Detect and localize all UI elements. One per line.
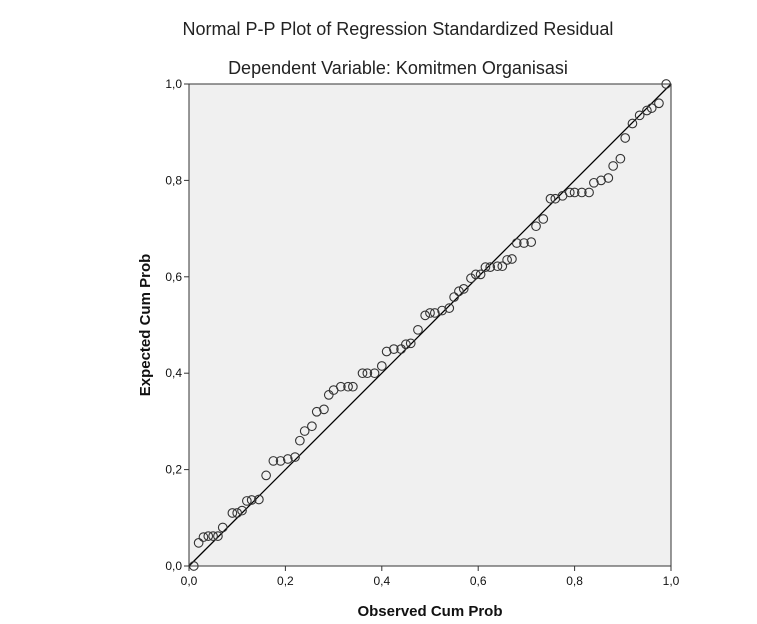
data-point xyxy=(405,338,416,349)
x-tick-label: 0,4 xyxy=(373,574,390,588)
data-point xyxy=(615,153,626,164)
data-point xyxy=(475,269,486,280)
chart-subtitle: Dependent Variable: Komitmen Organisasi xyxy=(228,58,568,78)
data-point xyxy=(237,505,247,516)
data-point xyxy=(282,454,293,464)
y-tick-label: 0,2 xyxy=(165,463,182,477)
y-tick-label: 0,0 xyxy=(165,559,182,573)
data-point xyxy=(227,508,238,518)
data-point xyxy=(203,531,214,541)
data-point xyxy=(275,456,286,466)
data-point xyxy=(254,494,264,505)
data-point xyxy=(299,426,310,436)
data-point xyxy=(295,435,305,446)
data-point xyxy=(241,496,252,506)
data-point xyxy=(193,538,204,548)
x-tick-label: 1,0 xyxy=(663,574,680,588)
data-point xyxy=(335,381,346,392)
data-point xyxy=(198,532,209,542)
data-point xyxy=(413,324,423,335)
data-point xyxy=(485,262,496,273)
data-point xyxy=(217,522,228,533)
data-point xyxy=(492,261,503,272)
reference-line xyxy=(188,83,672,567)
data-point xyxy=(307,421,317,432)
data-point xyxy=(531,221,541,232)
data-points xyxy=(188,79,672,571)
data-point xyxy=(458,284,469,294)
data-point xyxy=(208,531,218,541)
y-axis-label: Expected Cum Prob xyxy=(137,254,154,397)
data-point xyxy=(654,98,664,109)
data-point xyxy=(620,133,631,143)
data-point xyxy=(389,344,399,354)
data-point xyxy=(519,238,529,248)
data-point xyxy=(369,368,380,379)
x-axis-ticks: 0,0 0,2 0,4 0,6 0,8 1,0 xyxy=(181,566,680,588)
data-point xyxy=(261,470,271,481)
data-point xyxy=(357,368,368,379)
x-axis-label: Observed Cum Prob xyxy=(357,603,502,620)
y-tick-label: 0,8 xyxy=(165,173,182,187)
reference-line-group xyxy=(188,83,672,567)
data-point xyxy=(454,286,464,297)
data-point xyxy=(362,368,373,379)
data-point xyxy=(449,292,459,302)
data-point xyxy=(526,237,537,247)
data-point xyxy=(429,308,440,318)
data-point xyxy=(401,339,411,350)
data-point xyxy=(420,310,431,321)
data-point xyxy=(507,254,517,264)
data-point xyxy=(642,105,652,116)
x-tick-label: 0,8 xyxy=(566,574,583,588)
data-point xyxy=(603,173,614,183)
data-point xyxy=(376,361,387,371)
data-point xyxy=(480,262,491,273)
data-point xyxy=(538,214,549,224)
data-point xyxy=(634,110,645,121)
data-point xyxy=(444,303,455,313)
data-point xyxy=(511,238,522,248)
data-point xyxy=(348,381,358,392)
data-point xyxy=(646,103,657,113)
y-tick-label: 1,0 xyxy=(165,77,182,91)
y-axis-ticks: 0,0 0,2 0,4 0,6 0,8 1,0 xyxy=(165,77,189,573)
y-tick-label: 0,6 xyxy=(165,270,182,284)
x-tick-label: 0,2 xyxy=(277,574,294,588)
data-point xyxy=(589,177,599,188)
data-point xyxy=(627,118,638,129)
chart-title: Normal P-P Plot of Regression Standardiz… xyxy=(183,19,614,39)
data-point xyxy=(497,261,508,272)
data-point xyxy=(268,456,279,466)
data-point xyxy=(569,187,580,198)
data-point xyxy=(232,508,243,518)
data-point xyxy=(576,187,587,198)
x-tick-label: 0,0 xyxy=(181,574,198,588)
data-point xyxy=(470,269,481,280)
data-point xyxy=(311,406,322,417)
data-point xyxy=(564,187,575,198)
data-point xyxy=(502,255,512,265)
data-point xyxy=(343,381,353,392)
y-tick-label: 0,4 xyxy=(165,366,182,380)
data-point xyxy=(246,495,257,505)
data-point xyxy=(437,305,447,316)
data-point xyxy=(425,308,435,318)
data-point xyxy=(290,452,300,462)
data-point xyxy=(596,175,606,186)
data-point xyxy=(661,79,672,89)
data-point xyxy=(608,161,619,171)
data-point xyxy=(545,193,556,204)
data-point xyxy=(188,561,199,571)
x-tick-label: 0,6 xyxy=(470,574,487,588)
data-point xyxy=(584,187,594,198)
data-point xyxy=(319,404,329,415)
data-point xyxy=(213,531,223,541)
data-point xyxy=(381,346,392,357)
